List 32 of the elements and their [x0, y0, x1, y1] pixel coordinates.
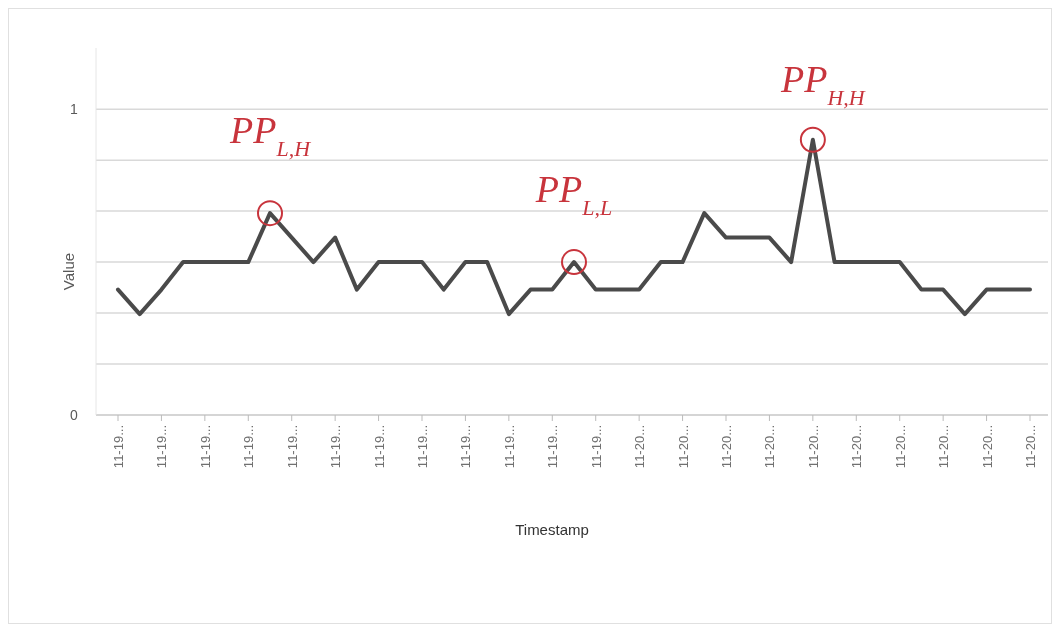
- x-tick-label: 11-19...: [328, 425, 344, 469]
- y-tick-label: 1: [70, 101, 79, 118]
- x-tick-label: 11-20...: [805, 425, 821, 469]
- x-tick-label: 11-19...: [501, 425, 517, 469]
- x-tick-label: 11-20...: [675, 425, 691, 469]
- x-tick-label: 11-19...: [111, 425, 126, 469]
- point: [561, 249, 587, 276]
- y-tick-label: 0: [70, 406, 79, 423]
- x-tick-label: 11-19...: [588, 425, 604, 469]
- x-tick-label: 11-19...: [154, 425, 170, 469]
- x-tick-label: 11-20...: [849, 425, 865, 469]
- x-tick-label: 11-20...: [892, 425, 908, 469]
- x-tick-label: 11-19...: [371, 425, 387, 469]
- x-tick-label: 11-20...: [979, 425, 995, 469]
- annotation: PP$_{H,H}$: [780, 57, 866, 110]
- x-tick-label: 11-20...: [762, 425, 778, 469]
- x-tick-label: 11-19...: [197, 425, 213, 469]
- x-tick-label: 11-19...: [241, 425, 257, 469]
- y-axis-title: Value: [60, 252, 77, 291]
- annotation: PP$_{L,H}$: [228, 109, 312, 161]
- point: [799, 126, 826, 153]
- x-tick-label: 11-19...: [458, 425, 474, 469]
- x-tick-label: 11-19...: [284, 425, 300, 469]
- x-tick-label: 11-20...: [936, 425, 952, 469]
- x-tick-label: 11-19...: [415, 425, 430, 469]
- x-tick-label: 11-20...: [719, 425, 734, 469]
- x-tick-label: 11-20...: [1023, 425, 1038, 469]
- annotation: PP$_{L,L}$: [534, 168, 613, 220]
- point: [257, 200, 283, 227]
- x-axis-title: Timestamp: [515, 521, 589, 538]
- x-tick-label: 11-19...: [545, 425, 561, 469]
- x-tick-label: 11-20...: [632, 425, 648, 469]
